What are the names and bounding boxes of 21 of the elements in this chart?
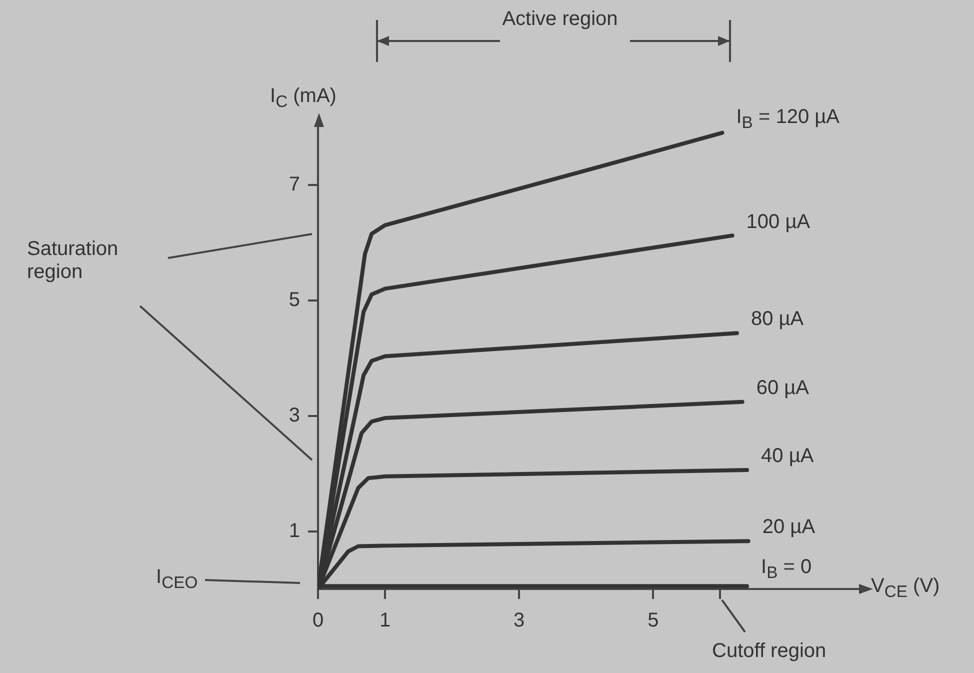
x-axis-title: V$_{CE}$ (V) <box>871 575 940 602</box>
x-tick-label: 0 <box>312 610 324 632</box>
y-tick-label: 5 <box>288 288 300 311</box>
text: Active region <box>501 8 619 31</box>
series-label: 60 µA <box>756 376 810 399</box>
text: Cutoff region <box>712 640 826 663</box>
series-label: 40 µA <box>761 445 814 468</box>
series-label: I$_{B}$ = 120 µA <box>736 106 840 132</box>
series-label: 80 µA <box>750 308 804 330</box>
x-tick-label: 1 <box>379 610 391 632</box>
y-tick-label: 7 <box>288 173 300 196</box>
series-label: 20 µA <box>762 516 816 538</box>
text: I$_{CEO}$ <box>156 566 198 592</box>
y-tick-label: 3 <box>288 404 300 426</box>
series-label: I$_{B}$ = 0 <box>761 556 812 582</box>
y-axis-title: I$_{C}$ (mA) <box>270 85 336 112</box>
y-tick-label: 1 <box>288 520 300 542</box>
x-tick-label: 5 <box>648 610 659 632</box>
series-label: 100 µA <box>746 210 810 233</box>
x-tick-label: 3 <box>514 610 525 632</box>
text: Saturation region <box>27 238 120 284</box>
